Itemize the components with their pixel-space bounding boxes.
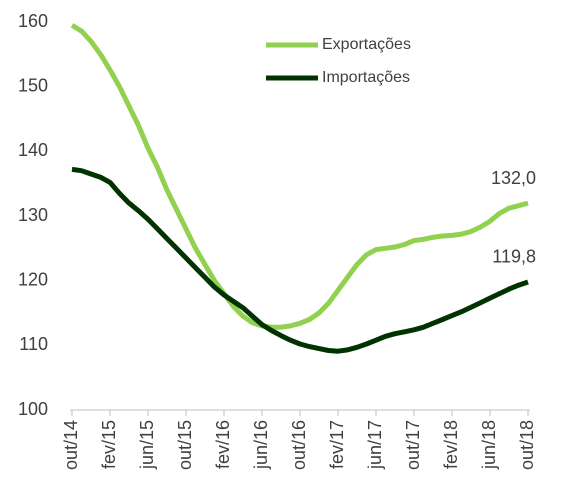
x-tick-label: out/18: [517, 420, 537, 470]
x-tick-label: jun/18: [479, 420, 499, 470]
y-tick-label: 120: [18, 269, 48, 289]
series-line: [70, 23, 529, 330]
x-tick-label: fev/16: [213, 420, 233, 469]
y-tick-label: 140: [18, 140, 48, 160]
x-tick-label: fev/18: [441, 420, 461, 469]
x-tick-label: jun/15: [137, 420, 157, 470]
data-label: 132,0: [491, 168, 536, 188]
x-tick-label: fev/15: [99, 420, 119, 469]
x-tick-label: jun/16: [251, 420, 271, 470]
x-tick-label: out/17: [403, 420, 423, 470]
x-tick-label: out/16: [289, 420, 309, 470]
y-tick-label: 100: [18, 399, 48, 419]
x-tick-label: out/14: [61, 420, 81, 470]
y-tick-label: 110: [19, 334, 48, 354]
legend-label: Importações: [322, 69, 410, 86]
y-tick-label: 150: [18, 75, 48, 95]
data-label: 119,8: [492, 247, 536, 267]
y-tick-label: 160: [18, 11, 48, 31]
x-tick-label: jun/17: [365, 420, 385, 470]
series-line: [71, 166, 529, 354]
legend-label: Exportações: [322, 36, 411, 53]
x-tick-label: out/15: [175, 420, 195, 470]
y-tick-label: 130: [18, 205, 48, 225]
x-tick-label: fev/17: [327, 420, 347, 469]
